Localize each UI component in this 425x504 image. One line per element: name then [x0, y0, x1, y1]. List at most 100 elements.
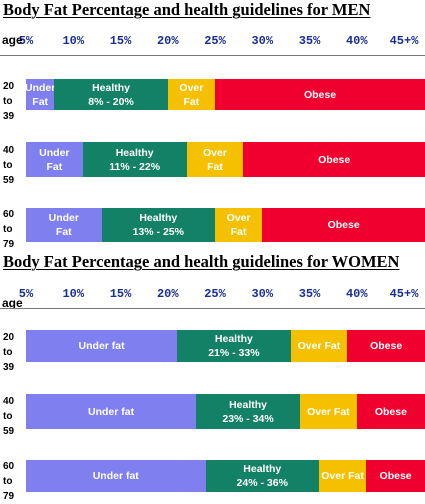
segment-label-line: 13% - 25% [132, 226, 184, 238]
women-bar-segment-under: Under fat [26, 460, 206, 492]
men-bar-segment-obese: Obese [215, 79, 425, 110]
age-label-line: to [3, 476, 13, 487]
women-bar-segment-under: Under fat [26, 394, 197, 429]
men-x-tick-label: 20% [156, 34, 179, 48]
segment-label-line: Obese [303, 88, 337, 101]
segment-label-line: Obese [327, 219, 360, 231]
women-x-tick-label: 45+% [389, 287, 419, 301]
segment-label-line: Fat [46, 160, 63, 173]
segment-label-line: 8% - 20% [88, 95, 134, 108]
women-x-tick-label: 40% [345, 287, 368, 301]
segment-label-line: Healthy [139, 212, 178, 224]
men-x-tick-label: 30% [251, 34, 274, 48]
segment-label-line: 11% - 22% [109, 160, 161, 173]
segment-label-line: Obese [370, 340, 403, 352]
women-x-tick-label: 15% [109, 287, 132, 301]
women-bar-segment-over: Over Fat [300, 394, 357, 429]
age-label-line: 39 [3, 362, 15, 373]
women-bar-segment-obese: Obese [366, 460, 425, 492]
age-label-line: to [3, 160, 13, 171]
age-label-line: to [3, 224, 13, 235]
men-bar-segment-over: Over Fat [215, 208, 263, 242]
women-age-range-label: 20 to 39 [3, 330, 14, 375]
men-chart-title: Body Fat Percentage and health guideline… [3, 0, 371, 19]
segment-label-line: Obese [379, 470, 412, 482]
men-bar-segment-under: Under Fat [26, 208, 102, 242]
women-bar-segment-healthy: Healthy 21% - 33% [177, 330, 291, 362]
age-label-line: 59 [3, 426, 15, 437]
women-bar-segment-under: Under fat [26, 330, 178, 362]
age-label-line: 79 [3, 491, 15, 502]
age-label-line: 59 [3, 175, 15, 186]
women-age-header: age [2, 296, 23, 310]
segment-label-line: 23% - 34% [222, 412, 274, 425]
age-label-line: 20 [3, 332, 15, 343]
segment-label-line: Healthy [243, 463, 282, 475]
segment-label-line: Healthy [92, 81, 130, 94]
segment-label-line: Under fat [88, 405, 135, 418]
age-label-line: 20 [3, 81, 15, 92]
segment-label-line: Under fat [92, 470, 139, 482]
segment-label-line: Over Fat [297, 340, 341, 352]
men-bar-segment-healthy: Healthy 11% - 22% [82, 142, 187, 177]
segment-label-line: 24% - 36% [236, 477, 288, 489]
men-age-range-label: 40 to 59 [3, 143, 14, 188]
women-bar-segment-over: Over Fat [290, 330, 348, 362]
men-bar-segment-healthy: Healthy 13% - 25% [101, 208, 215, 242]
segment-label-line: Fat [183, 95, 200, 108]
men-bar-segment-healthy: Healthy 8% - 20% [54, 79, 168, 110]
segment-label-line: Under [26, 81, 55, 94]
men-age-header: age [2, 33, 23, 47]
segment-label-line: Fat [55, 226, 72, 238]
women-x-tick-label: 35% [298, 287, 321, 301]
women-chart-title: Body Fat Percentage and health guideline… [3, 252, 400, 271]
men-x-tick-label: 45+% [389, 34, 419, 48]
men-x-tick-label: 15% [109, 34, 132, 48]
men-age-range-label: 20 to 39 [3, 79, 14, 124]
segment-label-line: Over [226, 212, 251, 224]
women-bar-segment-obese: Obese [347, 330, 425, 362]
segment-label-line: Over Fat [307, 405, 350, 418]
segment-label-line: Over [179, 81, 204, 94]
men-x-tick-label: 40% [345, 34, 368, 48]
age-label-line: 39 [3, 111, 15, 122]
segment-label-line: Under [39, 146, 70, 159]
age-label-line: to [3, 96, 13, 107]
men-x-tick-label: 10% [62, 34, 85, 48]
men-bar-segment-obese: Obese [243, 142, 425, 177]
men-bar-segment-obese: Obese [262, 208, 425, 242]
women-x-tick-label: 10% [62, 287, 85, 301]
men-bar-segment-under: Under Fat [26, 142, 83, 177]
women-age-range-label: 40 to 59 [3, 394, 14, 439]
age-label-line: 60 [3, 209, 15, 220]
segment-label-line: Fat [230, 226, 247, 238]
women-bar-segment-healthy: Healthy 23% - 34% [196, 394, 301, 429]
women-bar-segment-obese: Obese [356, 394, 425, 429]
age-label-line: 40 [3, 396, 15, 407]
women-bar-segment-over: Over Fat [318, 460, 367, 492]
segment-label-line: Obese [318, 153, 351, 166]
segment-label-line: 21% - 33% [208, 347, 260, 359]
women-x-tick-label: 25% [204, 287, 226, 301]
men-x-tick-label: 25% [204, 34, 226, 48]
segment-label-line: Healthy [214, 333, 253, 345]
segment-label-line: Healthy [115, 146, 154, 159]
segment-label-line: Under [48, 212, 79, 224]
segment-label-line: Fat [32, 95, 49, 108]
men-bar-segment-over: Over Fat [186, 142, 244, 177]
segment-label-line: Over Fat [321, 470, 364, 482]
segment-label-line: Under fat [78, 340, 125, 352]
women-x-tick-label: 30% [251, 287, 274, 301]
segment-label-line: Healthy [229, 398, 268, 411]
men-x-tick-label: 5% [18, 34, 34, 48]
men-x-tick-label: 35% [298, 34, 321, 48]
women-x-tick-label: 20% [156, 287, 179, 301]
age-label-line: to [3, 347, 13, 358]
age-label-line: 79 [3, 239, 15, 250]
men-bar-segment-over: Over Fat [167, 79, 215, 110]
women-bar-segment-healthy: Healthy 24% - 36% [205, 460, 319, 492]
segment-label-line: Obese [374, 405, 407, 418]
age-label-line: 40 [3, 145, 15, 156]
segment-label-line: Fat [207, 160, 223, 173]
segment-label-line: Over [203, 146, 227, 159]
